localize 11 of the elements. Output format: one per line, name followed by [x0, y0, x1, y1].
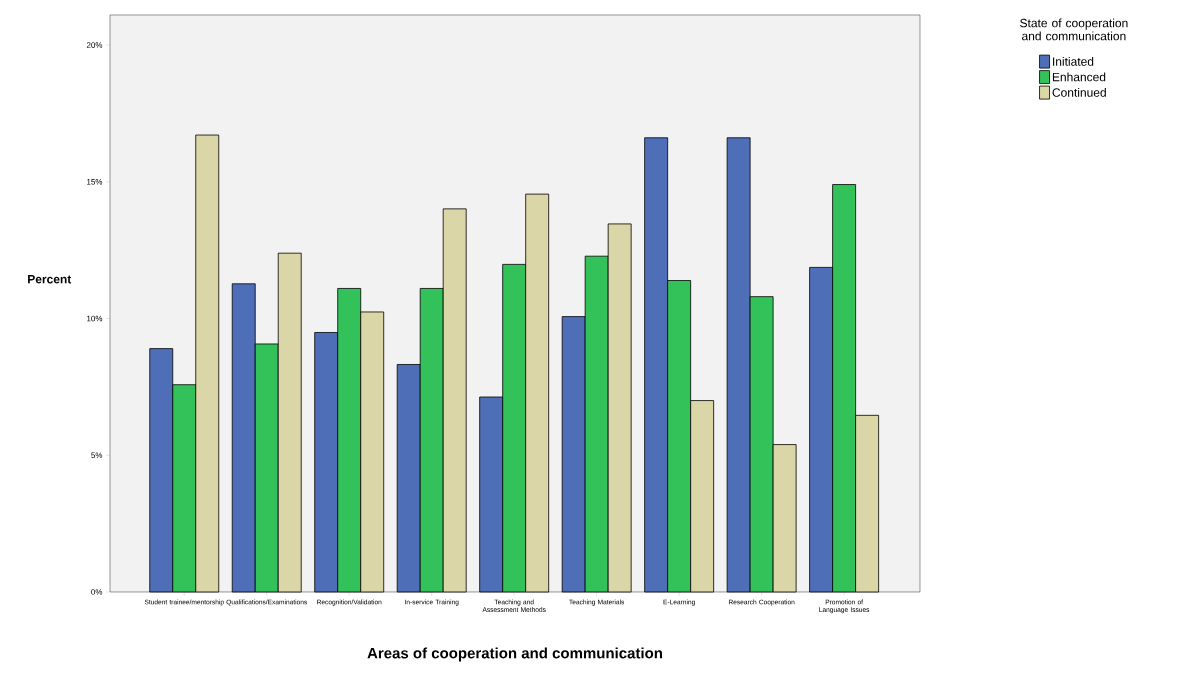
- y-tick-label: 20%: [86, 42, 103, 48]
- legend-label: Continued: [1052, 88, 1106, 97]
- y-tick-label: 15%: [87, 178, 103, 185]
- legend-label: Initiated: [1053, 57, 1094, 66]
- y-tick-label: 5%: [91, 452, 103, 459]
- y-axis-title: Percent: [28, 275, 72, 284]
- legend-label: Enhanced: [1052, 72, 1106, 82]
- legend-title: State of cooperation and communication: [1020, 18, 1128, 41]
- x-axis-title: Areas of cooperation and communication: [367, 647, 662, 662]
- y-tick-label: 0%: [91, 589, 103, 595]
- y-tick-label: 10%: [87, 315, 103, 322]
